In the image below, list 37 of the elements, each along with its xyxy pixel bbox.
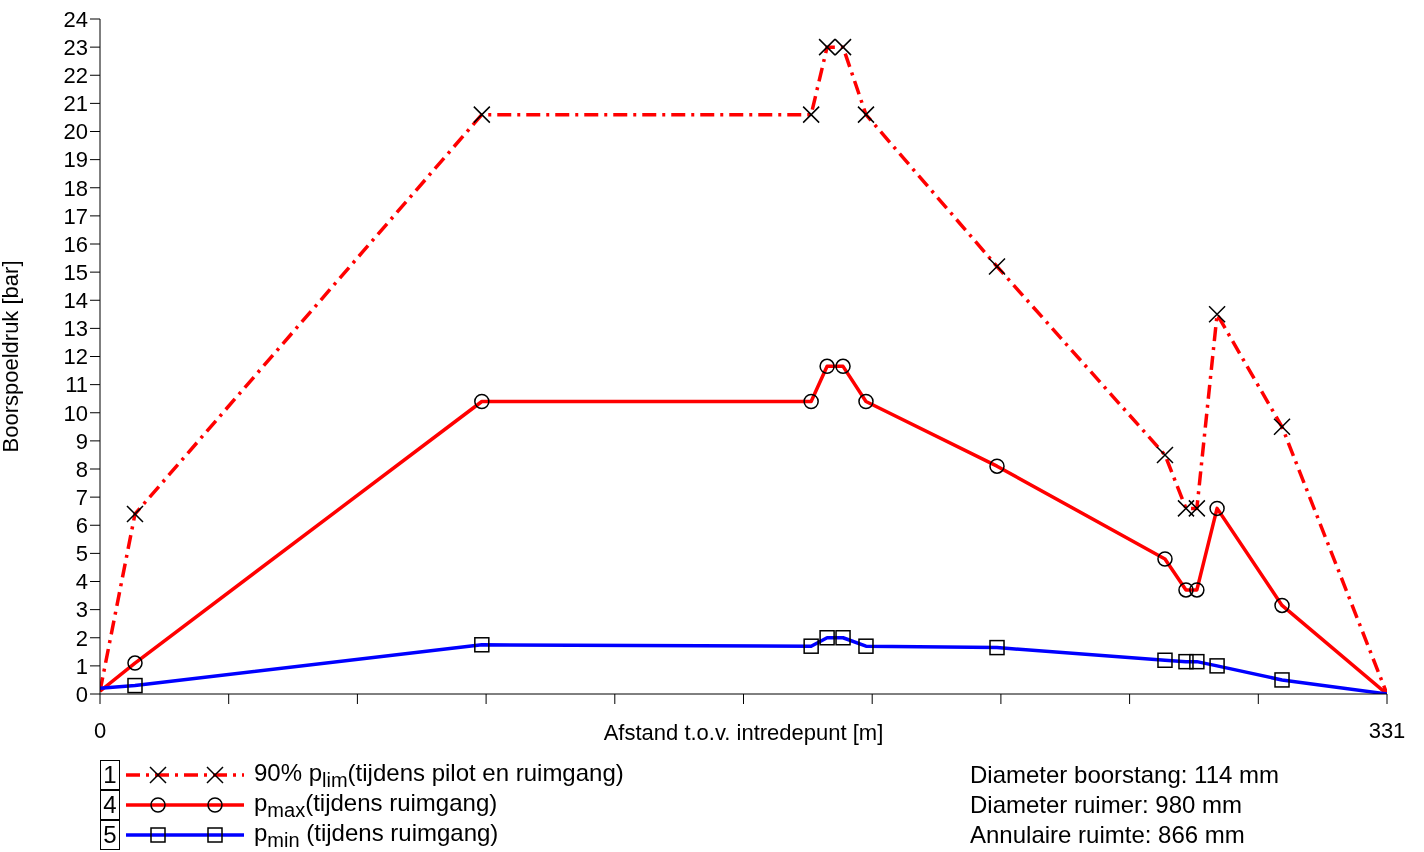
y-tick-label: 21 [63,91,88,117]
y-tick-label: 5 [75,541,88,567]
y-tick-label: 10 [63,400,88,426]
y-tick-label: 6 [75,513,88,539]
text: Annulaire ruimte: 866 mm [970,820,1246,850]
y-tick-label: 16 [63,231,88,257]
y-tick-label: 17 [63,203,88,229]
y-tick-label: 13 [63,316,88,342]
text: 1 [100,760,120,790]
legend-label: p$_{max}$(tijdens ruimgang) [254,788,498,821]
x-tick-label: 331 [1368,717,1406,743]
text: 4 [100,790,120,820]
y-tick-label: 1 [75,653,88,679]
y-tick-label: 3 [75,597,88,623]
y-tick-label: 15 [63,259,88,285]
y-tick-label: 9 [75,428,88,454]
y-tick-label: 12 [63,344,88,370]
y-tick-label: 4 [75,569,88,595]
y-tick-label: 11 [65,372,88,398]
y-tick-label: 24 [63,6,88,32]
y-tick-label: 2 [75,625,88,651]
text: Diameter boorstang: 114 mm [970,760,1280,790]
y-tick-label: 23 [63,34,88,60]
y-tick-label: 18 [63,175,88,201]
text: Diameter ruimer: 980 mm [970,790,1244,820]
legend-label: 90% p$_{lim}$(tijdens pilot en ruimgang) [254,758,624,791]
y-tick-label: 19 [63,147,88,173]
y-axis-title: Boorspoeldruk [bar] [0,260,23,453]
y-tick-label: 7 [75,484,88,510]
text: 5 [100,820,120,850]
y-tick-label: 8 [75,456,88,482]
y-tick-label: 0 [75,681,88,707]
y-tick-label: 22 [63,63,88,89]
y-tick-label: 20 [63,119,88,145]
x-axis-title: Afstand t.o.v. intredepunt [m] [603,720,884,745]
legend-label: p$_{min}$ (tijdens ruimgang) [254,818,499,852]
y-tick-label: 14 [63,288,88,314]
